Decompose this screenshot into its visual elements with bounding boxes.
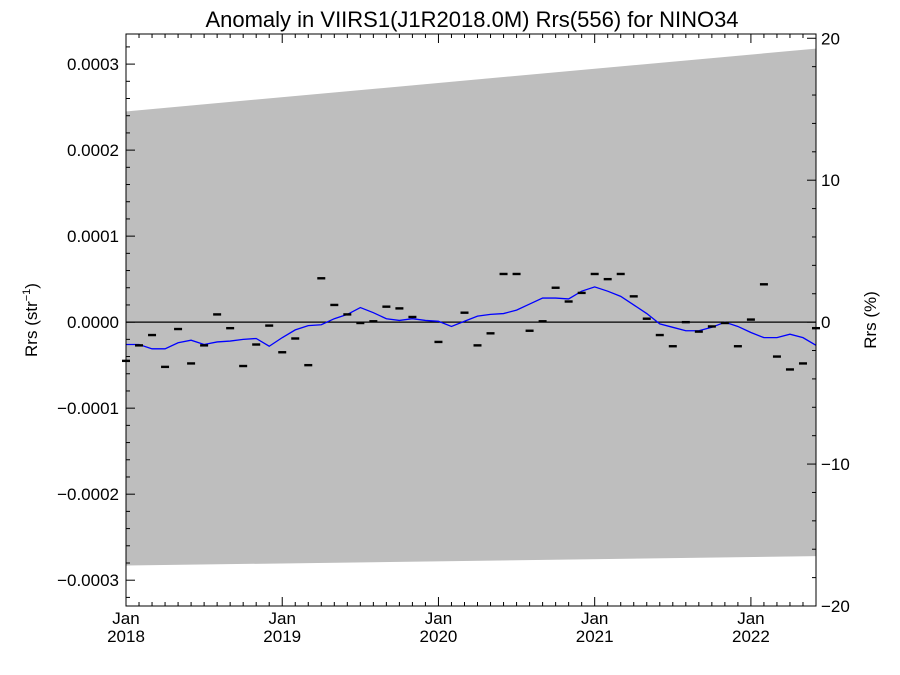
monthly-anomaly-layer (122, 272, 820, 371)
y-tick-label: −0.0001 (57, 399, 119, 418)
running-mean-layer (126, 286, 817, 350)
x-tick-year: 2021 (576, 627, 614, 646)
running-mean-line (126, 286, 817, 350)
x-tick-year: 2019 (263, 627, 301, 646)
y2-tick-label: −20 (821, 597, 850, 616)
y2-tick-label: 10 (821, 171, 840, 190)
y-tick-label: 0.0002 (67, 141, 119, 160)
y-tick-label: −0.0002 (57, 485, 119, 504)
y-tick-label: 0.0003 (67, 55, 119, 74)
chart-title: Anomaly in VIIRS1(J1R2018.0M) Rrs(556) f… (205, 7, 738, 32)
x-tick-year: 2018 (107, 627, 145, 646)
y-axis-label: Rrs (str−1) (21, 283, 41, 357)
y-tick-label: 0.0000 (67, 313, 119, 332)
plot-frame (125, 33, 817, 607)
y2-tick-label: 20 (821, 29, 840, 48)
y2-axis-label: Rrs (%) (861, 291, 880, 349)
uncertainty-band (126, 48, 816, 566)
x-tick-month: Jan (112, 609, 139, 628)
axis-ticks-layer: 0.0003 0.0002 0.0001 0.0000 −0.0001 −0.0002 −0… (57, 29, 850, 646)
y2-tick-label: 0 (821, 313, 830, 332)
x-tick-month: Jan (269, 609, 296, 628)
y-tick-label: −0.0003 (57, 571, 119, 590)
uncertainty-band-layer (126, 48, 816, 566)
y-tick-label: 0.0001 (67, 227, 119, 246)
x-tick-year: 2020 (420, 627, 458, 646)
x-tick-month: Jan (425, 609, 452, 628)
x-tick-month: Jan (737, 609, 764, 628)
y2-tick-label: −10 (821, 455, 850, 474)
x-tick-year: 2022 (732, 627, 770, 646)
x-tick-month: Jan (581, 609, 608, 628)
